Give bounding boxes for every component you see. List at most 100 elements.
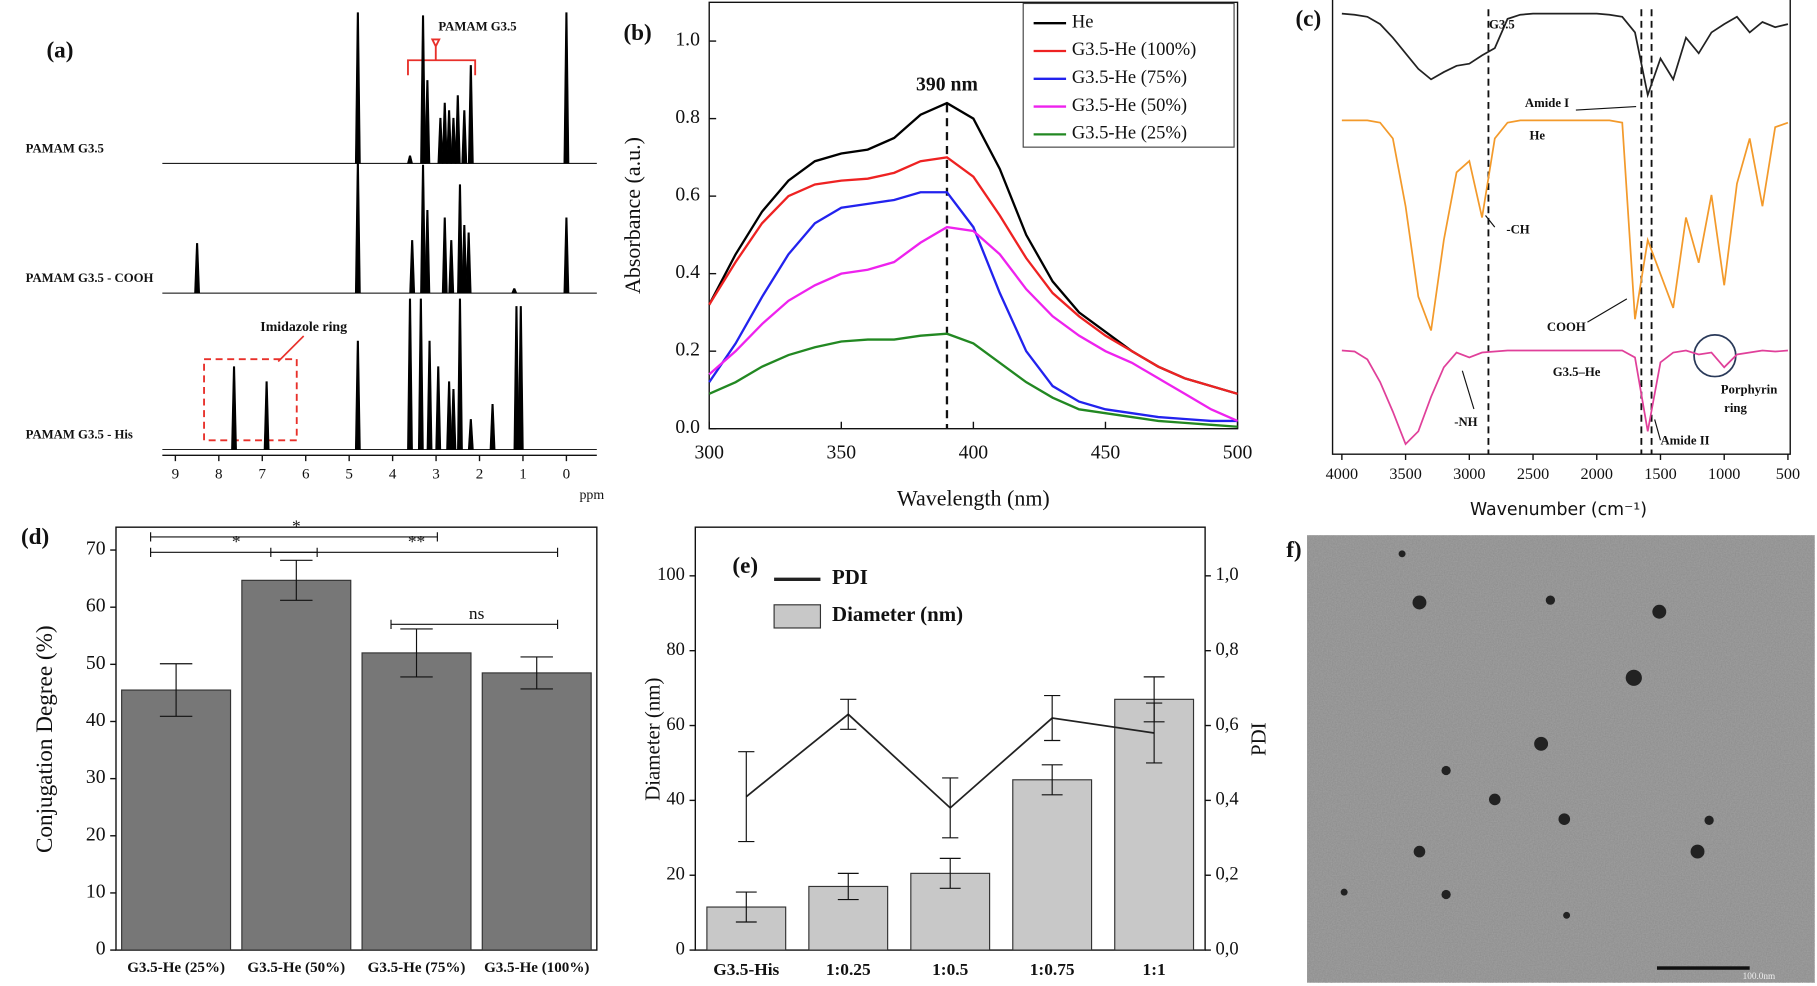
- y-tick-label: 10: [86, 880, 106, 902]
- peak: [563, 217, 570, 294]
- series-line: [708, 191, 1238, 423]
- x-tick-label: 1:0.75: [1030, 960, 1075, 979]
- peak: [354, 12, 361, 164]
- bar: [241, 579, 352, 951]
- series-label: G3.5–He: [1553, 365, 1601, 379]
- series-label: PAMAM G3.5 - COOH: [26, 271, 154, 285]
- y-tick-label: 60: [86, 595, 106, 617]
- peak: [441, 102, 448, 164]
- bracket-ends: [150, 532, 438, 542]
- x-tick-label: 350: [827, 442, 857, 464]
- peak: [354, 340, 361, 450]
- y-tick-label: 70: [86, 538, 106, 560]
- x-tick-label: 8: [215, 466, 223, 482]
- peak: [450, 117, 457, 164]
- x-tick-label: G3.5-He (75%): [368, 960, 466, 976]
- peak: [420, 15, 426, 164]
- y-tick-label: 20: [86, 823, 106, 845]
- x-tick-label: 4000: [1326, 465, 1358, 483]
- spectrum: [1341, 12, 1789, 99]
- x-tick-label: 400: [959, 442, 989, 464]
- peak: [467, 419, 474, 450]
- series-label: PAMAM G3.5 - His: [26, 428, 133, 442]
- bracket-ends: [270, 547, 559, 557]
- peak: [420, 164, 426, 294]
- legend-label: He: [1072, 11, 1094, 32]
- legend-label: Diameter (nm): [832, 602, 963, 626]
- x-tick-label: 7: [259, 466, 267, 482]
- y-tick-label: 60: [666, 714, 685, 735]
- peak: [424, 209, 431, 294]
- annotation-arrows: [203, 38, 1737, 442]
- y2-tick-label: 0,8: [1216, 639, 1239, 660]
- peak: [450, 388, 457, 450]
- plot-frame: [1331, 0, 1791, 455]
- x-tick-label: 0: [563, 466, 571, 482]
- x-axis-label: Wavelength (nm): [897, 486, 1050, 511]
- y-tick-label: 0.2: [675, 339, 700, 361]
- peak: [465, 232, 472, 294]
- x-tick-label: 1: [519, 466, 527, 482]
- annotation: Amide I: [1525, 96, 1569, 110]
- x-tick-label: 3500: [1389, 465, 1421, 483]
- y2-tick-label: 0,6: [1216, 714, 1239, 735]
- x-tick-label: 1:0.25: [826, 960, 871, 979]
- scale-bar: [1656, 966, 1750, 970]
- annotation: PAMAM G3.5: [438, 20, 516, 34]
- peak: [467, 65, 474, 164]
- panel-label: (a): [46, 37, 73, 63]
- peak: [461, 110, 468, 164]
- series-line: [708, 156, 1238, 395]
- peak: [441, 217, 448, 294]
- y-tick-label: 40: [666, 789, 685, 810]
- y-tick-label: 80: [666, 639, 685, 660]
- x-tick-label: 500: [1776, 465, 1800, 483]
- peak: [409, 240, 416, 294]
- bracket-ends: [390, 619, 559, 629]
- peak: [194, 243, 201, 294]
- x-tick-label: G3.5-His: [713, 960, 779, 979]
- y-tick-label: 20: [666, 863, 685, 884]
- tem-image: [1307, 535, 1815, 983]
- series-label: G3.5: [1489, 17, 1515, 31]
- y2-tick-label: 0,4: [1216, 789, 1239, 810]
- panel-label: f): [1286, 537, 1301, 563]
- peak: [454, 95, 461, 164]
- x-tick-label: 2: [476, 466, 484, 482]
- annotation: -CH: [1506, 222, 1529, 236]
- annotation: Imidazole ring: [260, 320, 347, 335]
- peak: [513, 306, 520, 450]
- peak: [517, 306, 524, 450]
- x-tick-label: 1000: [1708, 465, 1740, 483]
- significance-label: *: [232, 532, 241, 551]
- peak: [435, 366, 442, 450]
- peak: [407, 155, 413, 164]
- x-tick-label: 500: [1223, 442, 1253, 464]
- peak: [417, 298, 424, 450]
- y-tick-label: 0.8: [675, 106, 700, 128]
- x-axis-label: ppm: [579, 488, 604, 503]
- panel-label: (d): [21, 524, 49, 550]
- y2-tick-label: 0,2: [1216, 863, 1239, 884]
- x-tick-label: 2000: [1581, 465, 1613, 483]
- y-tick-label: 0.6: [675, 184, 700, 206]
- y-tick-label: 0.0: [675, 416, 700, 438]
- scale-label: 100.0nm: [1743, 972, 1776, 982]
- plot-frame: [115, 526, 598, 951]
- panel-label: (e): [732, 553, 758, 579]
- annotation: ring: [1724, 401, 1747, 415]
- peak: [407, 298, 413, 450]
- legend-label: G3.5-He (50%): [1072, 95, 1187, 116]
- y-axis-label: Diameter (nm): [641, 678, 665, 801]
- peak: [461, 225, 468, 294]
- y-tick-label: 0: [676, 938, 685, 959]
- legend-label: PDI: [832, 565, 868, 589]
- y2-tick-label: 1,0: [1216, 564, 1239, 585]
- bar: [1012, 779, 1093, 951]
- x-tick-label: 1:1: [1143, 960, 1166, 979]
- significance-label: **: [408, 532, 425, 551]
- x-tick-label: 4: [389, 466, 397, 482]
- spectrum: [1341, 119, 1789, 331]
- series-label: PAMAM G3.5: [26, 141, 104, 155]
